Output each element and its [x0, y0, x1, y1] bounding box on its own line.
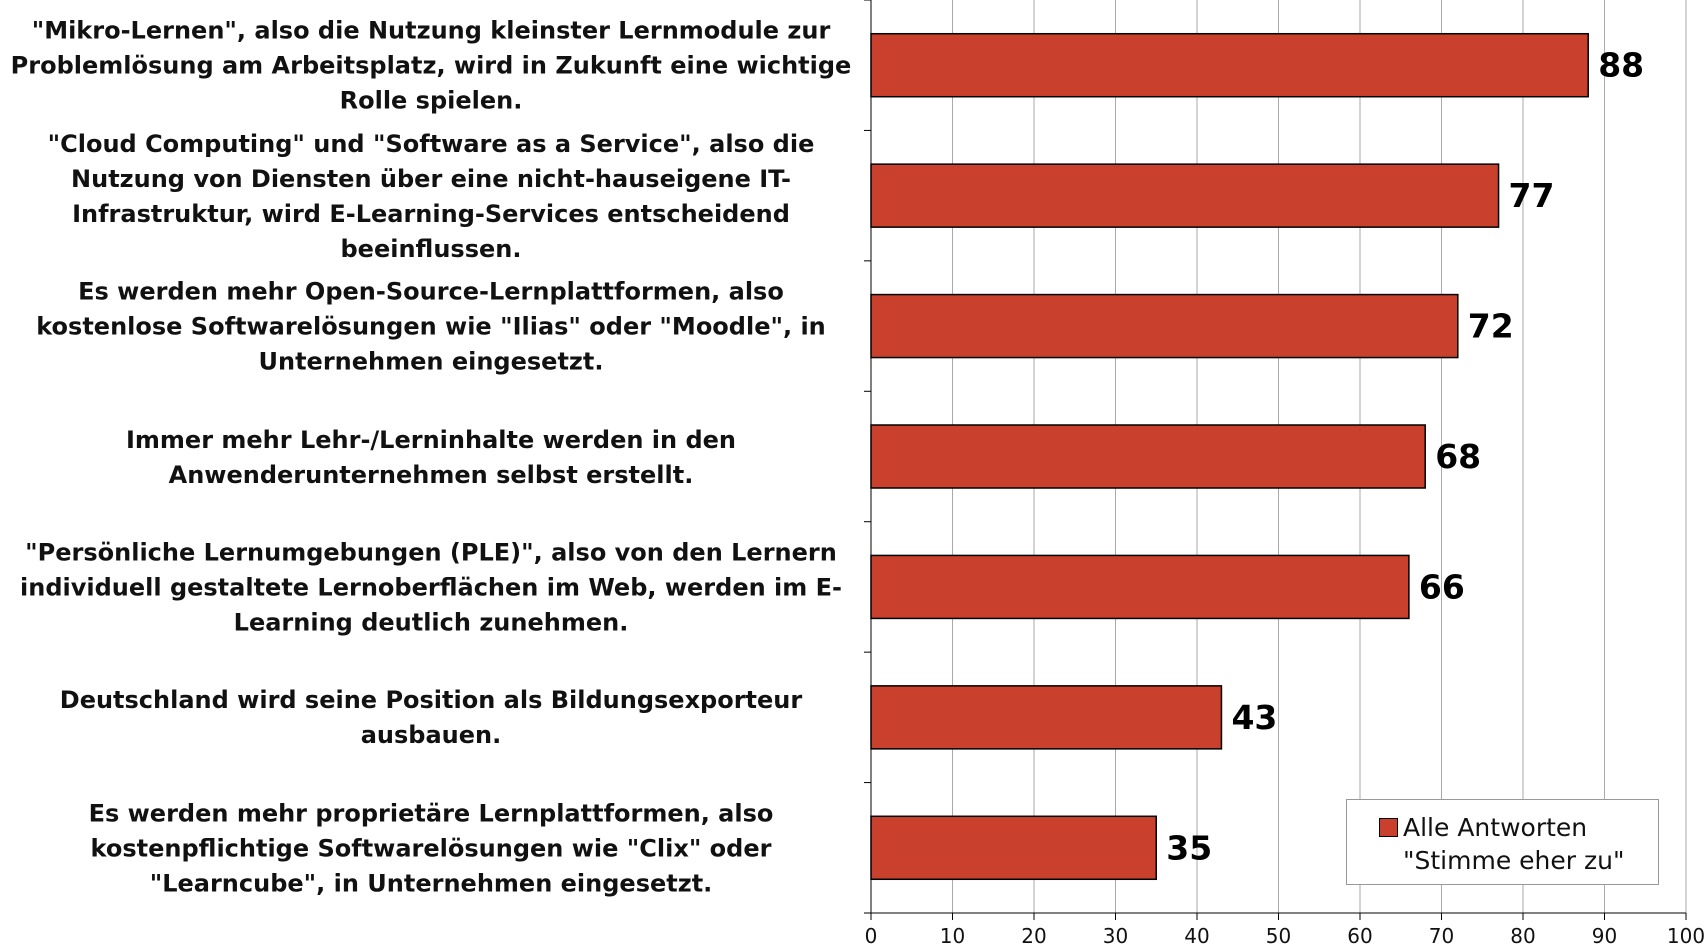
- value-label: 77: [1509, 176, 1555, 215]
- bar: [870, 424, 1426, 489]
- value-label: 72: [1468, 307, 1514, 346]
- value-label: 43: [1231, 698, 1277, 737]
- x-tick-label: 20: [1021, 924, 1046, 946]
- category-label: "Mikro-Lernen", also die Nutzung kleinst…: [10, 16, 852, 115]
- category-label: Es werden mehr proprietäre Lernplattform…: [88, 799, 774, 898]
- category-label: Deutschland wird seine Position als Bild…: [59, 686, 803, 750]
- x-tick-label: 10: [940, 924, 965, 946]
- x-tick-label: 100: [1667, 924, 1705, 946]
- x-tick-label: 70: [1429, 924, 1454, 946]
- x-tick-label: 60: [1347, 924, 1372, 946]
- x-tick-label: 90: [1592, 924, 1617, 946]
- bar: [870, 163, 1500, 228]
- category-label: "Persönliche Lernumgebungen (PLE)", also…: [20, 538, 842, 637]
- category-label: Immer mehr Lehr-/Lerninhalte werden in d…: [125, 425, 736, 489]
- x-tick-label: 0: [865, 924, 878, 946]
- x-tick-label: 50: [1266, 924, 1291, 946]
- value-label: 68: [1435, 437, 1481, 476]
- bar: [870, 815, 1157, 881]
- legend: Alle Antworten "Stimme eher zu": [1346, 799, 1659, 885]
- x-tick-label: 30: [1103, 924, 1128, 946]
- bar: [870, 685, 1223, 750]
- value-label: 66: [1419, 567, 1465, 606]
- legend-label: Alle Antworten "Stimme eher zu": [1403, 813, 1625, 875]
- category-label: Es werden mehr Open-Source-Lernplattform…: [36, 277, 826, 376]
- value-label: 35: [1166, 828, 1212, 867]
- bar: [870, 554, 1410, 620]
- category-label: "Cloud Computing" und "Software as a Ser…: [47, 129, 815, 263]
- value-label: 88: [1598, 46, 1644, 85]
- bar: [870, 32, 1589, 98]
- bar: [870, 293, 1459, 359]
- legend-swatch: [1379, 818, 1398, 837]
- x-tick-label: 80: [1510, 924, 1535, 946]
- x-tick-label: 40: [1184, 924, 1209, 946]
